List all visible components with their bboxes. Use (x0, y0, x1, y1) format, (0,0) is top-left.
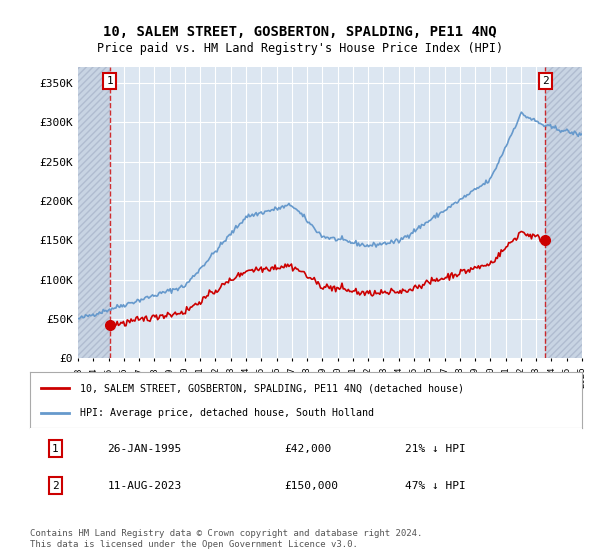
Text: 10, SALEM STREET, GOSBERTON, SPALDING, PE11 4NQ: 10, SALEM STREET, GOSBERTON, SPALDING, P… (103, 25, 497, 39)
Text: 47% ↓ HPI: 47% ↓ HPI (406, 480, 466, 491)
Text: 11-AUG-2023: 11-AUG-2023 (107, 480, 182, 491)
Text: £150,000: £150,000 (284, 480, 338, 491)
Text: Price paid vs. HM Land Registry's House Price Index (HPI): Price paid vs. HM Land Registry's House … (97, 42, 503, 55)
Text: HPI: Average price, detached house, South Holland: HPI: Average price, detached house, Sout… (80, 408, 374, 418)
Bar (78, 67, 110, 358)
Text: 2: 2 (52, 480, 59, 491)
Text: Contains HM Land Registry data © Crown copyright and database right 2024.
This d: Contains HM Land Registry data © Crown c… (30, 529, 422, 549)
Text: 21% ↓ HPI: 21% ↓ HPI (406, 444, 466, 454)
Bar (545, 67, 582, 358)
Text: 26-JAN-1995: 26-JAN-1995 (107, 444, 182, 454)
Text: 1: 1 (52, 444, 59, 454)
Text: 2: 2 (542, 76, 549, 86)
Text: £42,000: £42,000 (284, 444, 331, 454)
Text: 1: 1 (106, 76, 113, 86)
Text: 10, SALEM STREET, GOSBERTON, SPALDING, PE11 4NQ (detached house): 10, SALEM STREET, GOSBERTON, SPALDING, P… (80, 383, 464, 393)
